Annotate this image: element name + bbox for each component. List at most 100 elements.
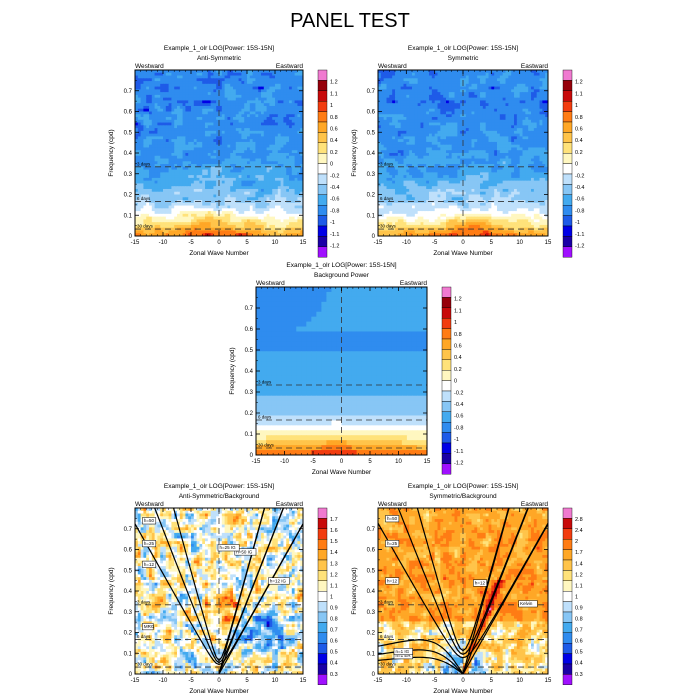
colorbar-label: 0 (575, 162, 578, 168)
ig-curve (416, 508, 510, 652)
colorbar-label: 0.6 (330, 639, 338, 645)
dispersion-label: h=25 IG (220, 545, 237, 550)
colorbar-swatch (562, 570, 573, 582)
colorbar-label: 0.7 (575, 628, 583, 634)
colorbar-label: 0.9 (330, 605, 338, 611)
period-label: 6 days (137, 196, 151, 201)
colorbar-label: 0.4 (330, 661, 338, 667)
x-axis-label: Zonal Wave Number (312, 469, 372, 476)
y-tick-label: 0.7 (124, 89, 133, 95)
x-tick-label: -15 (374, 240, 383, 246)
period-label: 30 days (137, 662, 154, 667)
colorbar-label: -1 (454, 437, 459, 443)
y-tick-label: 0.3 (367, 172, 376, 178)
y-tick-label: 0.3 (124, 172, 133, 178)
colorbar-label: 1.1 (575, 583, 583, 589)
colorbar-label: 1 (575, 103, 578, 109)
colorbar-label: 1.6 (330, 528, 338, 534)
colorbar-swatch (317, 100, 328, 112)
period-label: 6 days (380, 634, 394, 639)
colorbar-label: -1.2 (330, 244, 339, 250)
colorbar-label: -1.1 (330, 232, 339, 238)
x-tick-label: -10 (280, 459, 289, 465)
y-axis-label: Frequency (cpd) (108, 567, 115, 614)
colorbar-swatch (562, 163, 573, 175)
x-tick-label: -10 (402, 678, 411, 684)
colorbar-swatch (562, 539, 573, 550)
er-curve (378, 639, 464, 674)
colorbar-swatch (441, 411, 452, 423)
dispersion-label-box (518, 600, 538, 608)
x-tick-label: 15 (545, 678, 552, 684)
colorbar-swatch (317, 674, 328, 686)
westward-label: Westward (256, 280, 285, 287)
colorbar-label: -0.2 (454, 390, 463, 396)
mrg-curve (218, 508, 266, 674)
colorbar-swatch (441, 286, 452, 298)
y-tick-label: 0.5 (245, 348, 254, 354)
colorbar-label: 0.5 (330, 650, 338, 656)
er-curve (378, 656, 464, 674)
y-tick-label: 0.3 (367, 610, 376, 616)
colorbar-swatch (441, 359, 452, 371)
colorbar-label: 1 (330, 594, 333, 600)
colorbar-swatch (562, 215, 573, 227)
y-tick-label: 0.1 (367, 651, 376, 657)
x-tick-label: -5 (188, 678, 194, 684)
colorbar-swatch (317, 653, 328, 665)
colorbar-label: 1.7 (575, 550, 583, 556)
colorbar-swatch (562, 204, 573, 216)
period-label: 30 days (137, 224, 154, 229)
period-label: 30 days (380, 662, 397, 667)
panel-subtitle: Background Power (314, 272, 370, 279)
mrg-curve (218, 523, 303, 674)
heatmap-field (256, 287, 427, 455)
colorbar-swatch (317, 184, 328, 195)
colorbar-label: 1.4 (330, 550, 338, 556)
colorbar-swatch (562, 611, 573, 623)
colorbar-swatch (317, 142, 328, 154)
y-tick-label: 0.7 (245, 306, 254, 312)
colorbar-swatch (562, 184, 573, 195)
colorbar-swatch (317, 663, 328, 675)
panel-title: Example_1_olr LOG[Power: 15S-15N] (286, 262, 396, 269)
x-tick-label: -5 (310, 459, 316, 465)
colorbar-swatch (317, 580, 328, 592)
period-label: 3 days (137, 161, 151, 166)
x-tick-label: 10 (516, 240, 523, 246)
x-tick-label: 5 (490, 240, 494, 246)
y-tick-label: 0.1 (245, 432, 254, 438)
y-tick-label: 0.2 (124, 631, 133, 637)
x-tick-label: -5 (188, 240, 194, 246)
y-tick-label: 0.1 (124, 213, 133, 219)
colorbar-label: -0.2 (330, 173, 339, 179)
colorbar-swatch (441, 401, 452, 412)
colorbar-label: -0.8 (330, 208, 339, 214)
y-tick-label: 0.5 (124, 130, 133, 136)
ig-curve (378, 522, 548, 659)
colorbar-label: 1.1 (575, 91, 583, 97)
er-curve (378, 649, 464, 674)
colorbar-label: 0 (454, 379, 457, 385)
x-axis-label: Zonal Wave Number (433, 688, 493, 695)
dispersion-label-box (393, 648, 413, 655)
y-tick-label: 0.1 (367, 213, 376, 219)
colorbar-swatch (317, 518, 328, 530)
dispersion-label: h=12 (387, 578, 398, 583)
mrg-curve (218, 508, 285, 674)
kelvin-curve (462, 508, 510, 674)
colorbar-swatch (562, 246, 573, 258)
colorbar-swatch (317, 121, 328, 133)
dispersion-curves (378, 508, 548, 674)
x-tick-label: -5 (432, 678, 438, 684)
y-tick-label: 0.3 (245, 390, 254, 396)
y-tick-label: 0.5 (124, 568, 133, 574)
colorbar-label: 0 (330, 162, 333, 168)
dispersion-label: h=12 (144, 562, 155, 567)
y-tick-label: 0.1 (124, 651, 133, 657)
x-tick-label: 15 (300, 678, 307, 684)
dispersion-label-box (234, 548, 257, 556)
colorbar-swatch (562, 591, 573, 602)
eastward-label: Eastward (521, 501, 548, 508)
